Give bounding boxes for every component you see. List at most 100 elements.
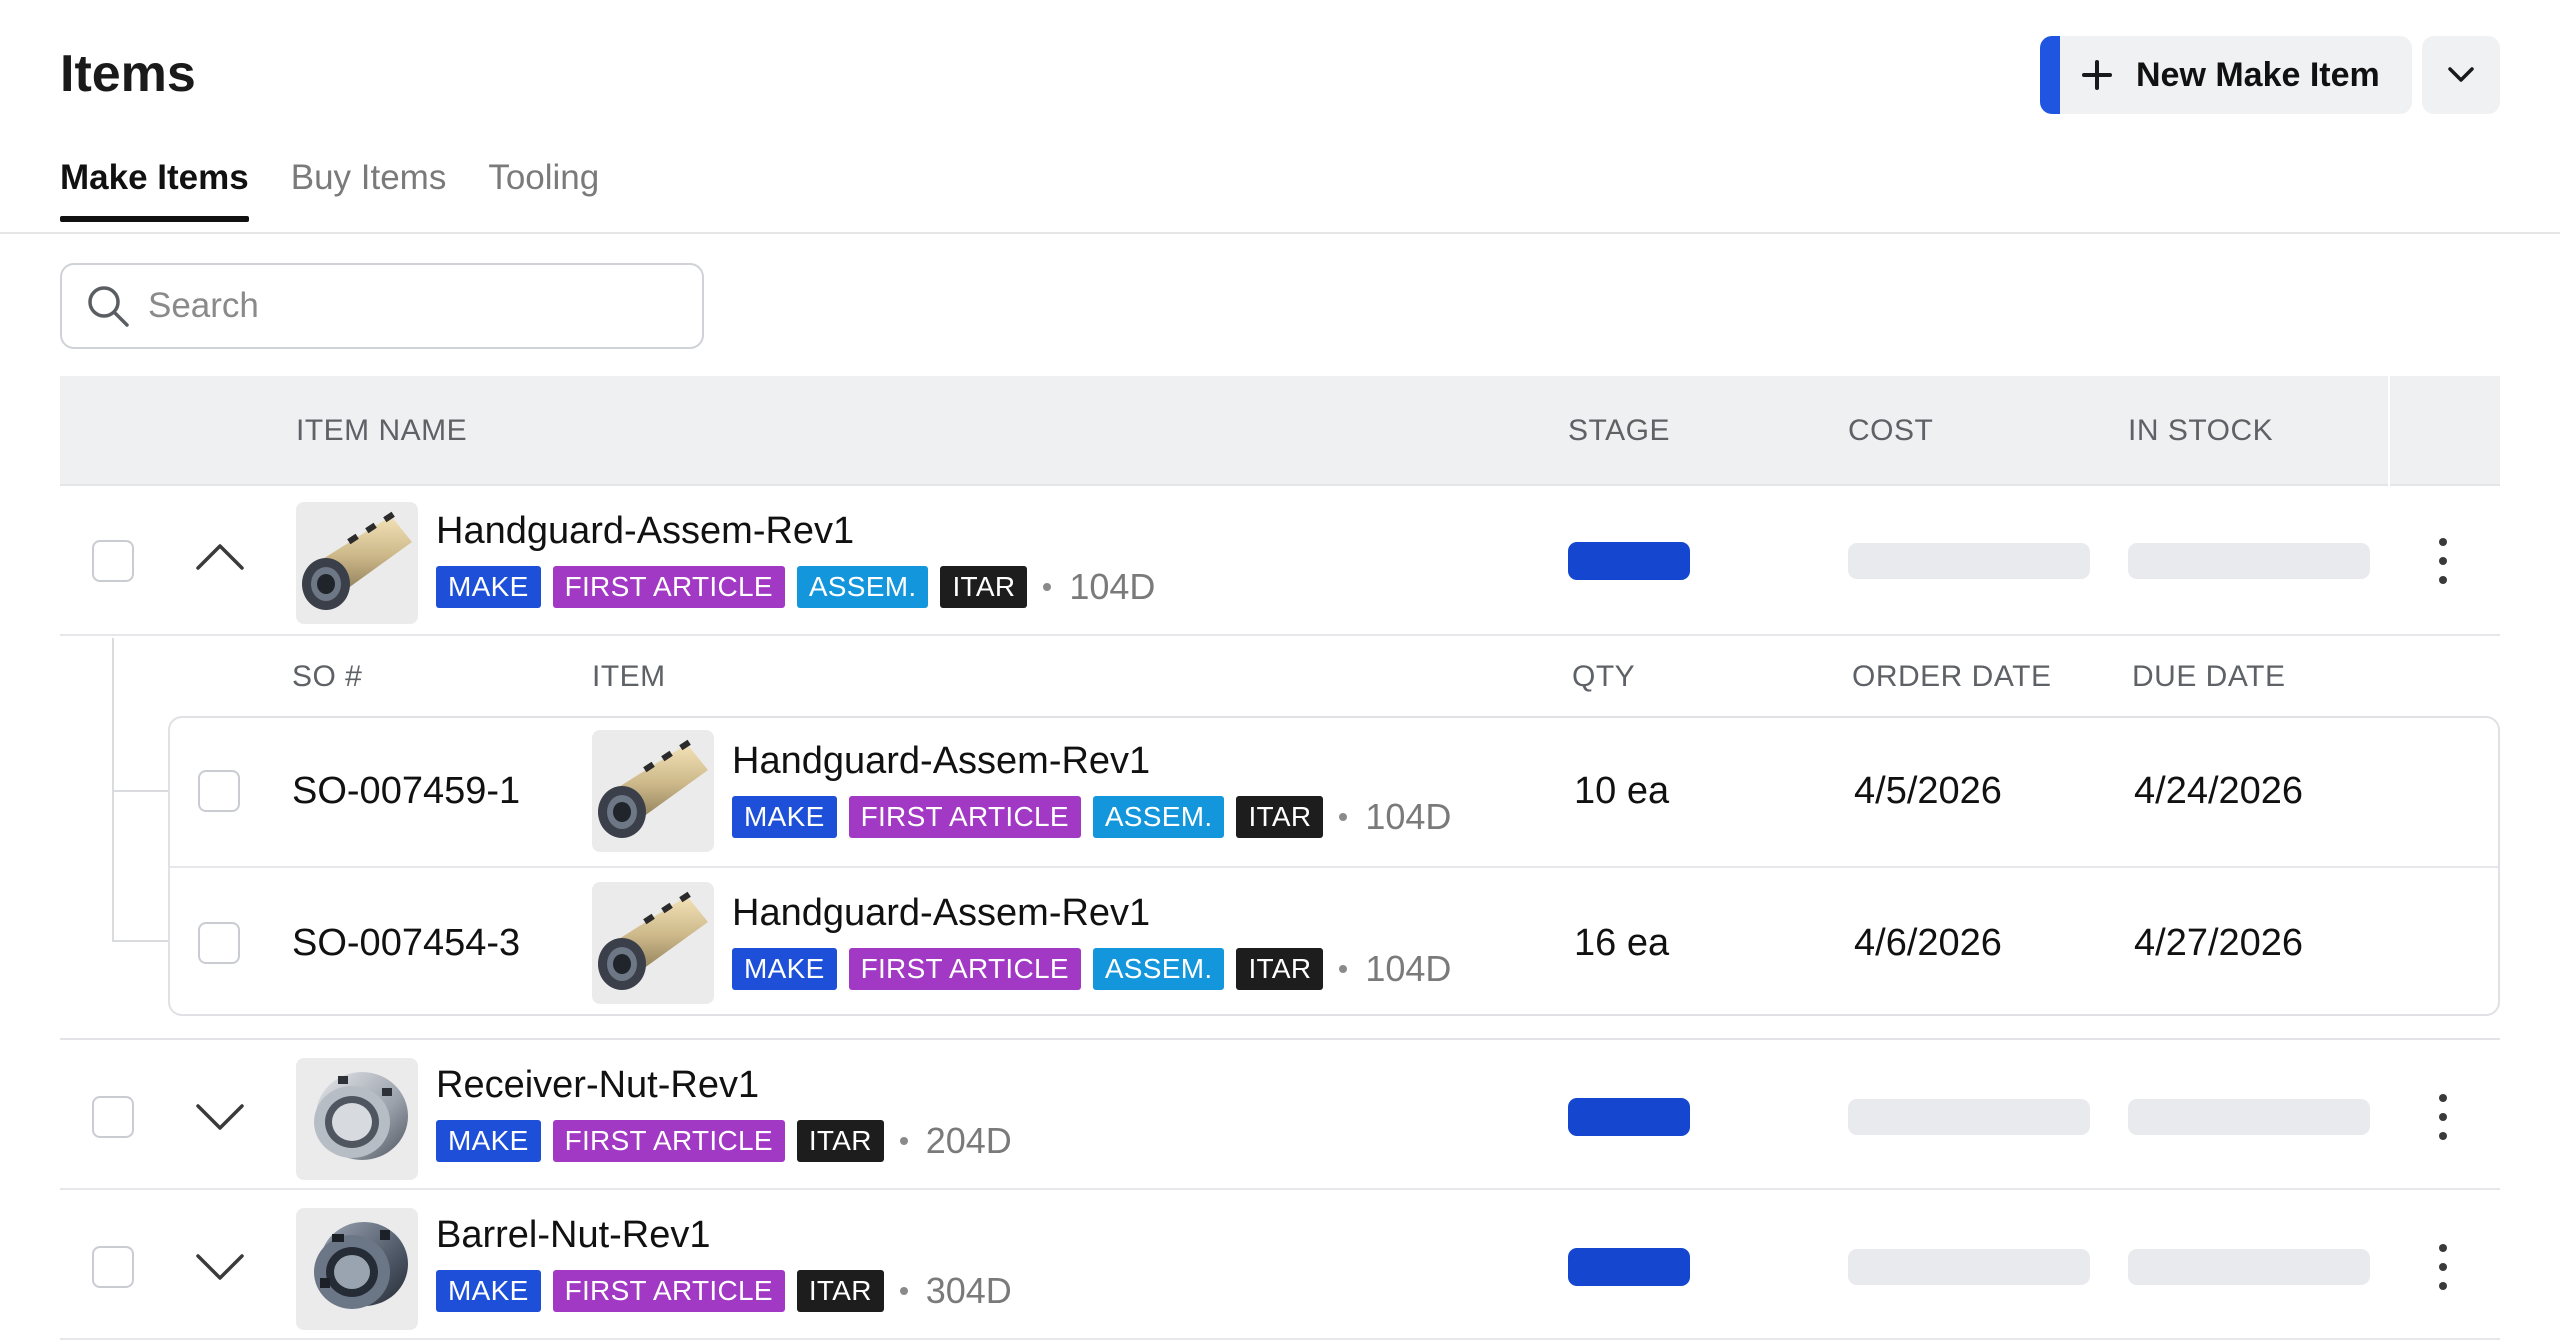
chevron-down-icon[interactable] (190, 1246, 250, 1286)
lead-time: 104D (1365, 948, 1452, 989)
separator-dot (1043, 583, 1052, 591)
order-date: 4/5/2026 (1854, 770, 2002, 812)
tag-first-article: FIRST ARTICLE (552, 1120, 785, 1162)
row-checkbox[interactable] (92, 1096, 134, 1138)
table-row[interactable]: Barrel-Nut-Rev1 MAKE FIRST ARTICLE ITAR … (60, 1190, 2500, 1340)
tree-connector (112, 790, 168, 792)
item-name[interactable]: Barrel-Nut-Rev1 (436, 1214, 711, 1256)
item-name[interactable]: Receiver-Nut-Rev1 (436, 1064, 760, 1106)
tag-first-article: FIRST ARTICLE (848, 948, 1081, 990)
sub-column-due-date: DUE DATE (2132, 660, 2286, 693)
separator-dot (1339, 813, 1348, 821)
column-header-stage[interactable]: STAGE (1568, 414, 1670, 447)
stage-indicator (1568, 542, 1690, 580)
column-separator (2388, 376, 2390, 486)
tag-itar: ITAR (796, 1120, 884, 1162)
sales-orders-card: SO-007459-1 Handguard-Assem-Rev1 MAKE FI… (168, 716, 2500, 1016)
lead-time: 104D (1069, 566, 1156, 607)
cost-placeholder (1848, 1099, 2090, 1135)
item-thumbnail (296, 1058, 418, 1180)
cost-placeholder (1848, 543, 2090, 579)
lead-time: 304D (925, 1270, 1012, 1311)
new-item-button-group: New Make Item (2040, 36, 2500, 114)
in-stock-placeholder (2128, 1099, 2370, 1135)
separator-dot (899, 1287, 908, 1295)
tag-itar: ITAR (1236, 796, 1324, 838)
separator-dot (1339, 965, 1348, 973)
item-tags: MAKE FIRST ARTICLE ASSEM. ITAR 104D (732, 796, 1451, 838)
search-icon (88, 286, 129, 327)
tree-connector (112, 940, 168, 942)
stage-indicator (1568, 1098, 1690, 1136)
chevron-down-icon[interactable] (190, 1096, 250, 1136)
lead-time: 104D (1365, 796, 1452, 837)
tag-make: MAKE (732, 796, 837, 838)
chevron-up-icon[interactable] (190, 536, 250, 576)
due-date: 4/24/2026 (2134, 770, 2304, 812)
tag-assem: ASSEM. (1092, 948, 1225, 990)
search-box (60, 263, 704, 349)
item-tags: MAKE FIRST ARTICLE ITAR 304D (436, 1270, 1012, 1312)
column-header-in-stock[interactable]: IN STOCK (2128, 414, 2274, 447)
sales-order-checkbox[interactable] (198, 770, 240, 812)
lead-time: 204D (925, 1120, 1012, 1161)
sales-order-checkbox[interactable] (198, 922, 240, 964)
table-header: ITEM NAME STAGE COST IN STOCK (60, 376, 2500, 486)
new-make-item-label: New Make Item (2136, 55, 2380, 94)
sub-column-item: ITEM (592, 660, 666, 693)
item-tags: MAKE FIRST ARTICLE ASSEM. ITAR 104D (436, 566, 1155, 608)
item-tags: MAKE FIRST ARTICLE ASSEM. ITAR 104D (732, 948, 1451, 990)
item-thumbnail (592, 730, 714, 852)
more-options-icon[interactable] (2428, 1244, 2458, 1290)
sales-order-row[interactable]: SO-007454-3 Handguard-Assem-Rev1 MAKE FI… (170, 866, 2498, 1014)
table-row[interactable]: Receiver-Nut-Rev1 MAKE FIRST ARTICLE ITA… (60, 1040, 2500, 1190)
table-row[interactable]: Handguard-Assem-Rev1 MAKE FIRST ARTICLE … (60, 486, 2500, 636)
tab-buy-items[interactable]: Buy Items (290, 158, 447, 197)
column-header-cost[interactable]: COST (1848, 414, 1934, 447)
tab-tooling[interactable]: Tooling (488, 158, 600, 197)
item-thumbnail (296, 502, 418, 624)
tag-make: MAKE (436, 566, 541, 608)
row-checkbox[interactable] (92, 540, 134, 582)
tag-itar: ITAR (1236, 948, 1324, 990)
cost-placeholder (1848, 1249, 2090, 1285)
sub-column-order-date: ORDER DATE (1852, 660, 2052, 693)
page-title: Items (60, 45, 196, 103)
search-input[interactable] (148, 286, 668, 326)
tab-make-items[interactable]: Make Items (60, 158, 249, 222)
so-number[interactable]: SO-007459-1 (292, 770, 521, 812)
tag-first-article: FIRST ARTICLE (552, 566, 785, 608)
tag-assem: ASSEM. (796, 566, 929, 608)
item-name[interactable]: Handguard-Assem-Rev1 (732, 892, 1151, 934)
tag-make: MAKE (436, 1120, 541, 1162)
quantity: 10 ea (1574, 770, 1670, 812)
separator-dot (899, 1137, 908, 1145)
sub-column-qty: QTY (1572, 660, 1636, 693)
quantity: 16 ea (1574, 922, 1670, 964)
item-name[interactable]: Handguard-Assem-Rev1 (732, 740, 1151, 782)
new-make-item-button[interactable]: New Make Item (2040, 36, 2412, 114)
tag-assem: ASSEM. (1092, 796, 1225, 838)
tag-make: MAKE (436, 1270, 541, 1312)
sales-order-row[interactable]: SO-007459-1 Handguard-Assem-Rev1 MAKE FI… (170, 718, 2498, 866)
more-options-icon[interactable] (2428, 538, 2458, 584)
due-date: 4/27/2026 (2134, 922, 2304, 964)
column-header-item-name[interactable]: ITEM NAME (296, 414, 468, 447)
tag-itar: ITAR (796, 1270, 884, 1312)
in-stock-placeholder (2128, 1249, 2370, 1285)
row-divider (60, 1038, 2500, 1040)
plus-icon (2082, 60, 2112, 90)
row-checkbox[interactable] (92, 1246, 134, 1288)
sub-column-so: SO # (292, 660, 363, 693)
more-options-icon[interactable] (2428, 1094, 2458, 1140)
item-thumbnail (296, 1208, 418, 1330)
stage-indicator (1568, 1248, 1690, 1286)
in-stock-placeholder (2128, 543, 2370, 579)
order-date: 4/6/2026 (1854, 922, 2002, 964)
item-name[interactable]: Handguard-Assem-Rev1 (436, 510, 855, 552)
chevron-down-icon (2448, 67, 2474, 82)
tag-first-article: FIRST ARTICLE (552, 1270, 785, 1312)
so-number[interactable]: SO-007454-3 (292, 922, 521, 964)
tag-make: MAKE (732, 948, 837, 990)
new-item-dropdown-button[interactable] (2422, 36, 2500, 114)
